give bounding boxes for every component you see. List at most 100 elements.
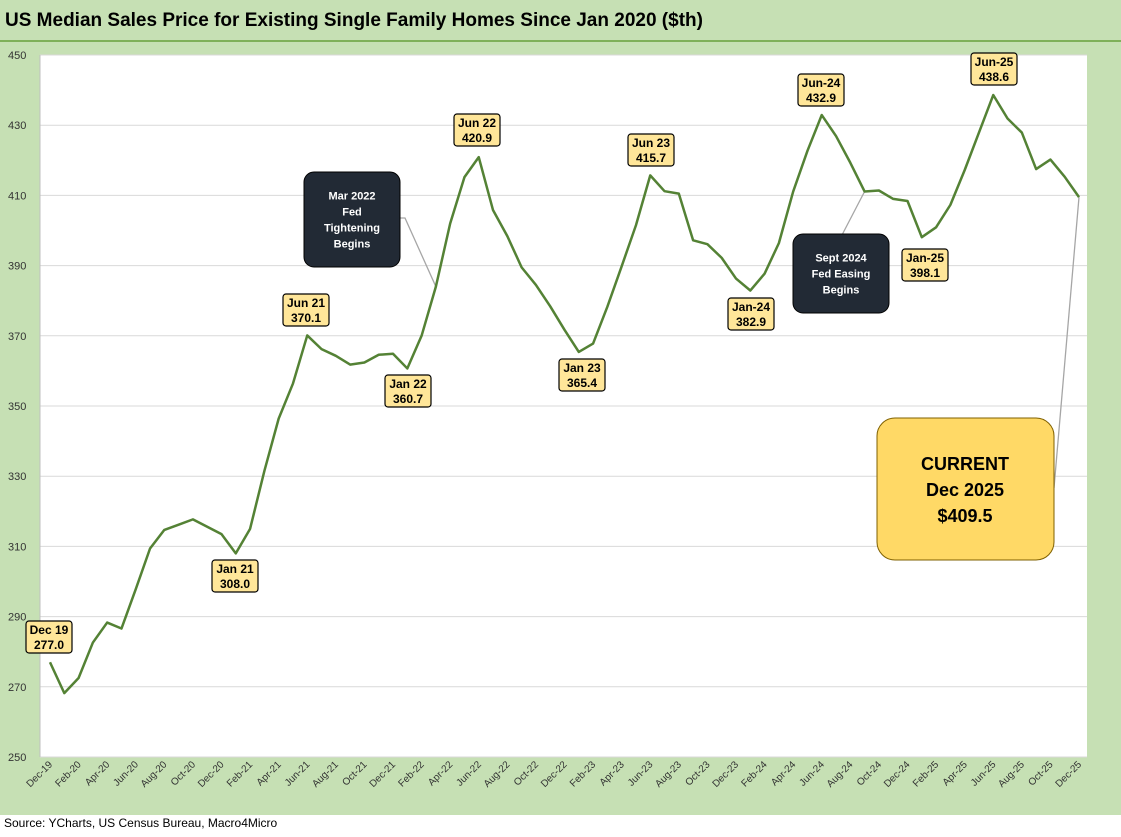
note-line: Mar 2022 bbox=[328, 191, 375, 203]
callout-date: Jan-25 bbox=[906, 251, 944, 265]
x-tick-label: Jun-25 bbox=[969, 759, 999, 789]
note-line: Fed bbox=[342, 207, 362, 219]
callout-box bbox=[211, 559, 259, 593]
callout-value: 420.9 bbox=[462, 131, 492, 145]
current-box bbox=[876, 417, 1055, 561]
x-tick-label: Apr-23 bbox=[598, 759, 627, 788]
current-line: CURRENT bbox=[921, 454, 1009, 474]
x-tick-label: Aug-24 bbox=[825, 759, 856, 790]
x-tick-label: Dec-21 bbox=[368, 759, 399, 790]
y-tick-label: 250 bbox=[8, 752, 26, 764]
note-box bbox=[303, 171, 401, 268]
callout-value: 382.9 bbox=[736, 315, 766, 329]
x-tick-label: Oct-25 bbox=[1027, 759, 1056, 788]
title-divider bbox=[0, 40, 1121, 42]
x-tick-label: Aug-23 bbox=[653, 759, 684, 790]
y-tick-label: 310 bbox=[8, 541, 26, 553]
callout-date: Jan-24 bbox=[732, 300, 770, 314]
y-tick-label: 430 bbox=[8, 120, 26, 132]
x-tick-label: Dec-20 bbox=[196, 759, 227, 790]
source-note: Source: YCharts, US Census Bureau, Macro… bbox=[4, 816, 278, 830]
callout-box bbox=[558, 358, 606, 392]
current-line: Dec 2025 bbox=[926, 480, 1004, 500]
callout-box bbox=[901, 248, 949, 282]
x-tick-label: Dec-23 bbox=[711, 759, 742, 790]
x-tick-label: Jun-22 bbox=[454, 759, 484, 789]
note-line: Fed Easing bbox=[812, 269, 871, 281]
y-tick-label: 290 bbox=[8, 612, 26, 624]
callout-date: Jan 23 bbox=[563, 361, 601, 375]
x-tick-label: Apr-21 bbox=[255, 759, 284, 788]
y-axis: 250 270 290 310 330 350 370 390 410 430 450 bbox=[8, 50, 41, 764]
y-tick-label: 450 bbox=[8, 50, 26, 62]
callout-box bbox=[627, 133, 675, 167]
x-tick-label: Jun-20 bbox=[111, 759, 141, 789]
y-tick-label: 370 bbox=[8, 331, 26, 343]
x-tick-label: Apr-25 bbox=[941, 759, 970, 788]
y-tick-label: 270 bbox=[8, 682, 26, 694]
note-box bbox=[792, 233, 890, 314]
callout-date: Jan 21 bbox=[216, 562, 254, 576]
callout-box bbox=[797, 73, 845, 107]
x-tick-label: Feb-21 bbox=[225, 759, 255, 789]
x-tick-label: Jun-23 bbox=[626, 759, 656, 789]
callout-value: 438.6 bbox=[979, 70, 1009, 84]
current-callout: CURRENT Dec 2025 $409.5 bbox=[876, 417, 1055, 561]
callout-box bbox=[25, 620, 73, 654]
note-line: Begins bbox=[823, 285, 860, 297]
x-tick-label: Oct-20 bbox=[169, 759, 198, 788]
callout-date: Dec 19 bbox=[30, 623, 69, 637]
event-note: Mar 2022 Fed Tightening Begins bbox=[303, 171, 401, 268]
x-tick-label: Feb-23 bbox=[568, 759, 598, 789]
callout-value: 432.9 bbox=[806, 91, 836, 105]
callout-value: 365.4 bbox=[567, 376, 597, 390]
note-line: Sept 2024 bbox=[815, 253, 867, 265]
callout-date: Jun-24 bbox=[802, 76, 841, 90]
x-tick-label: Apr-20 bbox=[83, 759, 112, 788]
x-tick-label: Aug-21 bbox=[310, 759, 341, 790]
x-tick-label: Dec-24 bbox=[882, 759, 913, 790]
callout-value: 415.7 bbox=[636, 151, 666, 165]
y-tick-label: 410 bbox=[8, 190, 26, 202]
callout-date: Jan 22 bbox=[389, 377, 427, 391]
x-tick-label: Oct-21 bbox=[341, 759, 370, 788]
x-tick-label: Jun-24 bbox=[797, 759, 827, 789]
x-tick-label: Oct-24 bbox=[855, 759, 884, 788]
y-tick-label: 390 bbox=[8, 261, 26, 273]
callout-value: 277.0 bbox=[34, 638, 64, 652]
callout-value: 308.0 bbox=[220, 577, 250, 591]
leader-line-fed-easing bbox=[841, 191, 866, 236]
callout-date: Jun 21 bbox=[287, 296, 325, 310]
callout-box bbox=[970, 52, 1018, 86]
x-tick-label: Feb-20 bbox=[54, 759, 84, 789]
callout-value: 398.1 bbox=[910, 266, 940, 280]
x-tick-label: Apr-24 bbox=[769, 759, 798, 788]
line-chart: 250 270 290 310 330 350 370 390 410 430 450 Dec-19… bbox=[8, 50, 1087, 790]
leader-line-current bbox=[1053, 197, 1080, 489]
x-tick-label: Apr-22 bbox=[426, 759, 455, 788]
callout-box bbox=[453, 113, 501, 147]
chart-title: US Median Sales Price for Existing Singl… bbox=[5, 10, 703, 31]
callout-date: Jun 23 bbox=[632, 136, 670, 150]
callout-value: 360.7 bbox=[393, 392, 423, 406]
x-tick-label: Aug-20 bbox=[139, 759, 170, 790]
note-line: Tightening bbox=[324, 223, 380, 235]
x-tick-label: Feb-25 bbox=[911, 759, 941, 789]
x-tick-label: Dec-19 bbox=[25, 759, 56, 790]
current-line: $409.5 bbox=[937, 506, 992, 526]
x-tick-label: Dec-22 bbox=[539, 759, 570, 790]
x-tick-label: Feb-22 bbox=[397, 759, 427, 789]
